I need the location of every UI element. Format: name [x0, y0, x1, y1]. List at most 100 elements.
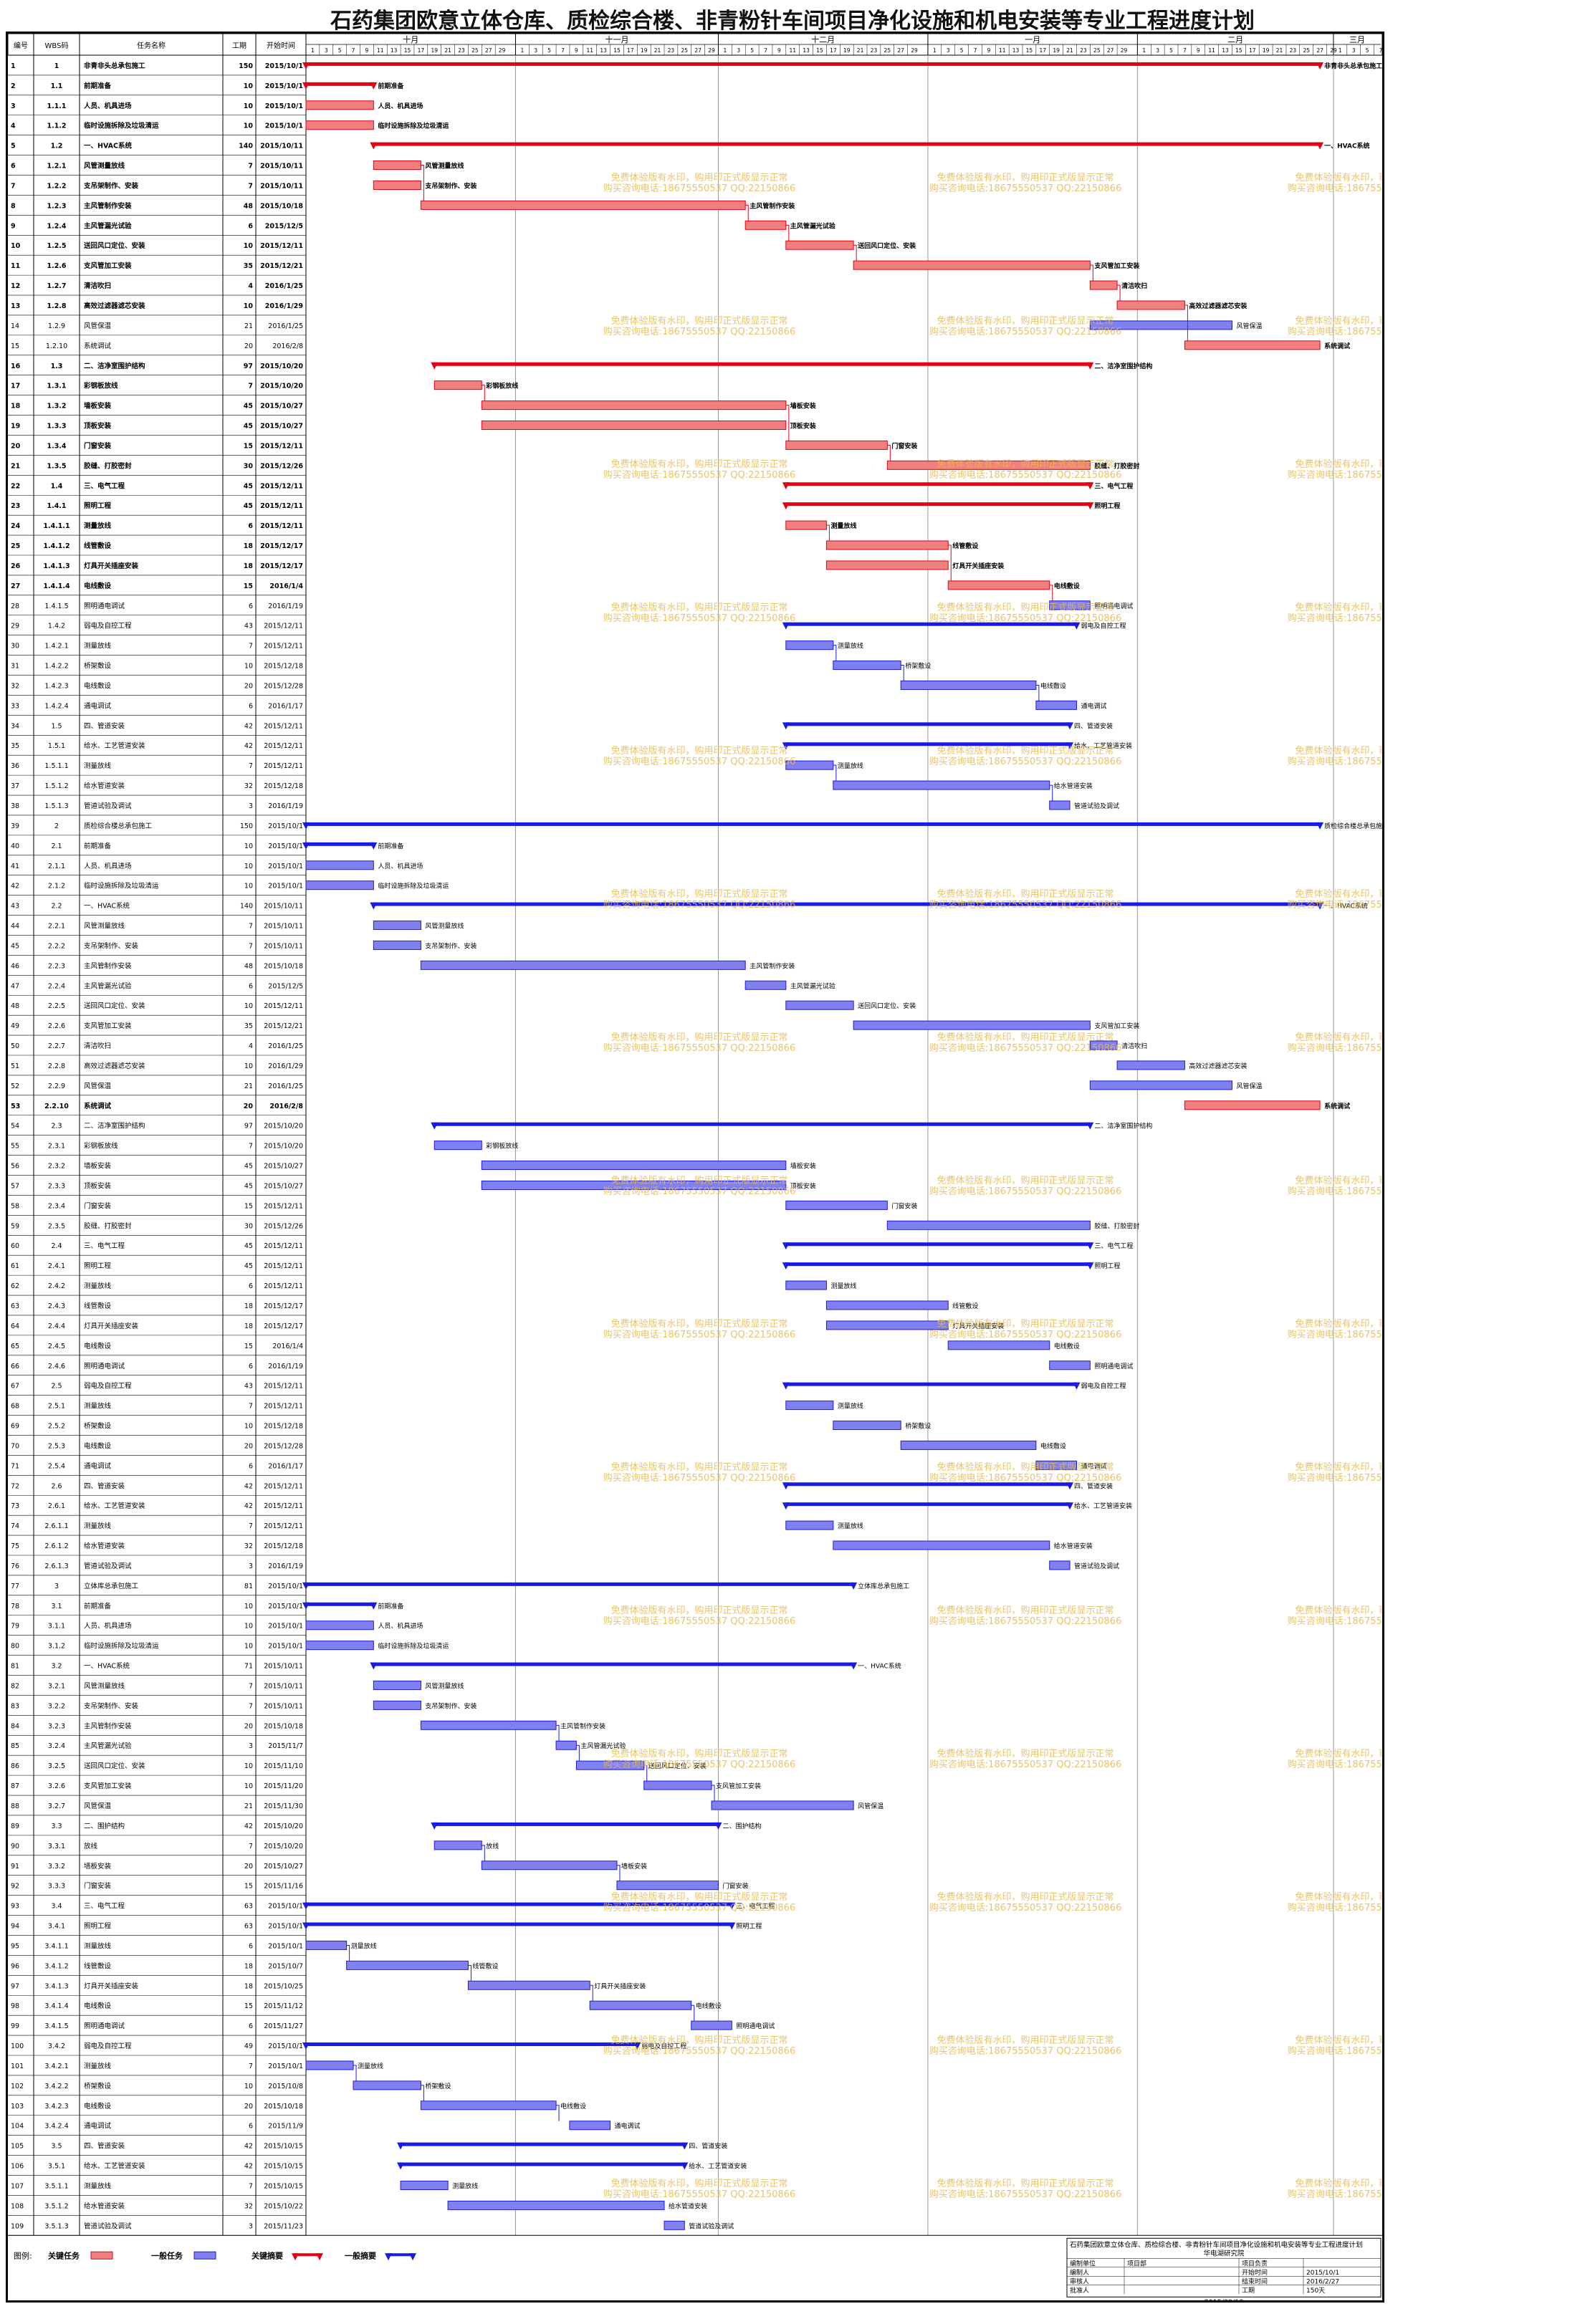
- task-id: 48: [11, 1002, 19, 1010]
- task-start: 2015/10/18: [264, 1722, 303, 1730]
- task-name: 清洁吹扫: [84, 1042, 111, 1050]
- summary-cap: [431, 1122, 439, 1130]
- task-wbs: 1.2.7: [47, 282, 66, 290]
- task-name: 顶板安装: [84, 422, 112, 431]
- day-tick-label: 27: [1107, 47, 1114, 54]
- task-duration: 150: [239, 62, 253, 70]
- task-id: 41: [11, 863, 19, 870]
- task-name: 高效过滤器滤芯安装: [84, 1062, 145, 1070]
- task-id: 16: [11, 362, 21, 370]
- legend-swatch-cap: [292, 2253, 299, 2261]
- task-wbs: 3.4.1: [48, 1923, 65, 1931]
- task-bar-label: 风管测量放线: [425, 162, 464, 171]
- task-duration: 10: [244, 102, 254, 110]
- day-tick-label: 21: [857, 47, 864, 54]
- task-duration: 7: [248, 182, 253, 190]
- watermark-text: 购买咨询电话:18675550537 QQ:22150866: [929, 2045, 1122, 2057]
- task-start: 2015/10/1: [268, 1603, 303, 1610]
- task-duration: 10: [244, 1423, 253, 1431]
- task-id: 89: [11, 1823, 19, 1830]
- task-id: 100: [11, 2042, 24, 2050]
- task-id: 32: [11, 682, 19, 690]
- summary-bar: [306, 62, 1321, 66]
- task-wbs: 2.4.1: [48, 1262, 65, 1270]
- summary-cap: [714, 1822, 722, 1830]
- summary-bar: [785, 742, 1071, 746]
- task-start: 2015/10/1: [268, 1942, 303, 1950]
- task-bar: [785, 640, 834, 650]
- task-name: 门窗安装: [84, 1201, 112, 1210]
- task-bar-label: 给水管道安装: [1054, 782, 1093, 790]
- watermark-text: 免费体验版有水印，购用印正式版显示正常: [610, 1032, 787, 1043]
- task-duration: 4: [249, 1042, 253, 1050]
- task-bar: [420, 200, 746, 210]
- task-bar-label: 胶缝、打胶密封: [1094, 461, 1139, 470]
- task-duration: 43: [244, 623, 253, 630]
- task-id: 73: [11, 1502, 19, 1510]
- task-duration: 7: [248, 163, 253, 171]
- task-start: 2015/10/11: [264, 923, 303, 931]
- summary-cap: [302, 1582, 310, 1590]
- day-tick-label: 15: [816, 47, 823, 54]
- legend-item-label: 关键摘要: [252, 2250, 283, 2260]
- task-id: 39: [11, 822, 19, 830]
- task-wbs: 3.2.2: [48, 1702, 65, 1710]
- summary-bar: [434, 1822, 719, 1826]
- task-start: 2015/10/27: [264, 1182, 303, 1190]
- task-wbs: 1.4.1.5: [44, 602, 68, 610]
- task-id: 20: [11, 442, 21, 450]
- task-duration: 7: [249, 1522, 253, 1530]
- task-start: 2015/11/23: [264, 2222, 303, 2230]
- task-start: 2015/11/20: [264, 1782, 303, 1790]
- dependency-line: [346, 1944, 350, 1962]
- task-id: 13: [11, 302, 20, 310]
- task-name: 测量放线: [84, 1402, 112, 1411]
- task-bar: [711, 1800, 854, 1810]
- task-start: 2015/10/1: [268, 883, 303, 890]
- task-wbs: 3.4.2.4: [44, 2123, 68, 2131]
- task-bar-label: 电线敷设: [1040, 1441, 1066, 1450]
- task-wbs: 2.6.1: [48, 1502, 65, 1510]
- task-start: 2015/10/7: [268, 1962, 303, 1970]
- watermark-text: 免费体验版有水印，购用印正式版显示正常: [1295, 1461, 1382, 1473]
- legend-label: 图例:: [14, 2250, 32, 2260]
- task-start: 2015/11/10: [264, 1762, 303, 1770]
- task-bar: [555, 1740, 577, 1750]
- dependency-line: [887, 444, 891, 461]
- legend-swatch-cap: [316, 2253, 323, 2261]
- task-id: 22: [11, 482, 20, 490]
- dependency-line: [1117, 284, 1121, 301]
- watermark-text: 免费体验版有水印，购用印正式版显示正常: [1295, 1748, 1382, 1759]
- day-tick-label: 7: [974, 47, 977, 54]
- legend-item-label: 一般任务: [151, 2250, 183, 2260]
- day-tick-label: 23: [1290, 47, 1297, 54]
- watermark-text: 购买咨询电话:18675550537 QQ:22150866: [1288, 1472, 1382, 1484]
- day-tick-label: 29: [1121, 47, 1128, 54]
- task-bar-label: 非青非头总承包施工: [1324, 62, 1382, 70]
- task-bar: [420, 960, 746, 970]
- task-wbs: 1.3: [51, 362, 63, 370]
- task-start: 2015/11/9: [268, 2123, 303, 2131]
- day-tick-label: 19: [431, 47, 438, 54]
- task-bar: [305, 1620, 374, 1631]
- task-name: 风管测量放线: [84, 1681, 125, 1690]
- task-bar: [305, 120, 374, 130]
- task-duration: 42: [244, 2143, 253, 2151]
- task-wbs: 2.2.7: [48, 1042, 65, 1050]
- task-start: 2015/10/1: [268, 822, 303, 830]
- task-bar: [1049, 800, 1071, 810]
- watermark-text: 免费体验版有水印，购用印正式版显示正常: [610, 172, 787, 183]
- task-wbs: 2.2.5: [48, 1002, 65, 1010]
- watermark-text: 购买咨询电话:18675550537 QQ:22150866: [1288, 1615, 1382, 1627]
- task-bar-label: 给水、工艺管道安装: [1074, 1502, 1132, 1510]
- summary-bar: [306, 1902, 732, 1906]
- task-name: 线管敷设: [84, 542, 112, 550]
- watermark-text: 购买咨询电话:18675550537 QQ:22150866: [929, 1902, 1122, 1914]
- task-name: 门窗安装: [84, 1882, 112, 1891]
- day-tick-label: 9: [777, 47, 781, 54]
- task-bar-label: 照明通电调试: [1094, 1362, 1133, 1370]
- task-bar: [825, 560, 949, 570]
- task-name: 胶缝、打胶密封: [84, 1221, 132, 1230]
- task-start: 2015/12/11: [264, 722, 303, 730]
- task-start: 2015/12/11: [264, 623, 303, 630]
